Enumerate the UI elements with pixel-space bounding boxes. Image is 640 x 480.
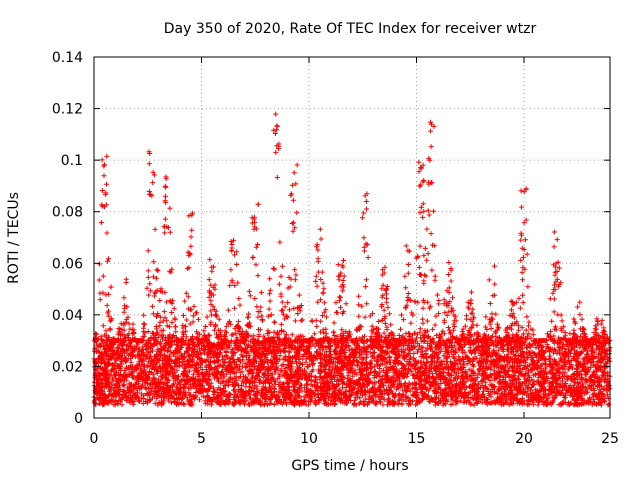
x-axis-label: GPS time / hours <box>291 458 408 474</box>
x-tick-label: 5 <box>197 431 206 447</box>
y-tick-labels: 0 0.02 0.04 0.06 0.08 0.1 0.12 0.14 <box>52 50 83 427</box>
plot-frame <box>93 56 611 419</box>
axis-ticks <box>93 56 610 419</box>
y-tick-label: 0.02 <box>52 359 83 375</box>
y-tick-label: 0.06 <box>52 256 83 272</box>
x-tick-label: 20 <box>515 431 533 447</box>
y-tick-label: 0 <box>74 411 83 427</box>
data-points <box>91 111 613 408</box>
x-tick-label: 10 <box>300 431 318 447</box>
y-axis-label: ROTI / TECUs <box>6 192 22 284</box>
y-tick-label: 0.08 <box>52 205 83 221</box>
y-tick-label: 0.04 <box>52 308 83 324</box>
chart-title: Day 350 of 2020, Rate Of TEC Index for r… <box>164 21 537 37</box>
x-tick-label: 25 <box>601 431 619 447</box>
roti-markers <box>91 111 613 408</box>
x-tick-label: 0 <box>90 431 99 447</box>
y-tick-label: 0.14 <box>52 50 83 66</box>
x-tick-label: 15 <box>408 431 426 447</box>
y-tick-label: 0.12 <box>52 102 83 118</box>
y-tick-label: 0.1 <box>61 153 83 169</box>
x-tick-labels: 0 5 10 15 20 25 <box>90 431 619 447</box>
